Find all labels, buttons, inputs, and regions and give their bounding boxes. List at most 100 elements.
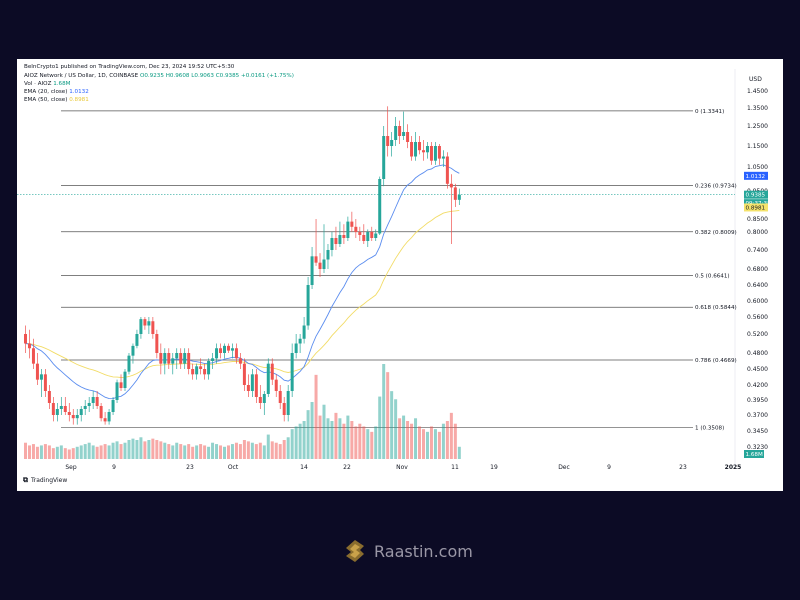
candle-body	[27, 343, 31, 349]
candle-body	[358, 232, 362, 235]
fib-level-label: 0.382 (0.8009)	[695, 230, 737, 236]
volume-bar	[374, 426, 378, 459]
volume-bar	[298, 423, 302, 459]
candle-body	[258, 397, 262, 403]
tradingview-logo[interactable]: ⧉ TradingView	[23, 476, 67, 485]
raastin-logo-icon	[346, 540, 364, 562]
candle-body	[35, 363, 39, 380]
fib-level-label: 0.618 (0.5844)	[695, 305, 737, 311]
volume-bar	[187, 444, 191, 459]
candle-body	[115, 382, 119, 400]
x-tick-label: 22	[343, 464, 351, 471]
candle-body	[326, 250, 330, 260]
volume-bar	[238, 444, 242, 459]
candle-body	[67, 412, 71, 415]
candle-body	[302, 325, 306, 339]
volume-bar	[230, 444, 234, 459]
volume-bar	[342, 423, 346, 459]
candle-body	[246, 385, 250, 391]
candle-body	[425, 146, 429, 153]
candle-body	[334, 238, 338, 244]
ema20-line	[25, 164, 460, 400]
tradingview-label: TradingView	[31, 477, 68, 484]
volume-bar	[147, 440, 151, 459]
ohlc-close: C0.9385	[215, 73, 240, 79]
x-tick-label: Dec	[558, 464, 570, 471]
volume-bar	[215, 444, 219, 459]
volume-bar	[103, 444, 107, 459]
volume-bar	[262, 445, 266, 459]
volume-bar	[441, 423, 445, 459]
candle-body	[207, 361, 211, 375]
candle-body	[119, 382, 123, 388]
candle-body	[199, 366, 203, 369]
candle-body	[47, 391, 51, 403]
volume-bar	[67, 449, 71, 459]
volume-bar	[322, 404, 326, 459]
volume-bar	[195, 445, 199, 459]
volume-bar	[59, 445, 63, 459]
candle-body	[223, 345, 226, 353]
x-tick-label: Sep	[65, 464, 77, 471]
y-tick-label: 1.1500	[747, 143, 768, 150]
ema50-value: 0.8981	[69, 97, 89, 103]
candle-body	[195, 366, 199, 375]
volume-bar	[151, 438, 155, 459]
volume-bar	[433, 429, 437, 459]
candle-body	[155, 334, 159, 353]
fib-level-label: 1 (0.3508)	[695, 425, 724, 431]
volume-bar	[223, 446, 226, 459]
candle-body	[203, 369, 207, 375]
candle-body	[338, 235, 342, 244]
ema50-line	[25, 209, 460, 378]
volume-bar	[203, 445, 207, 459]
volume-bar	[127, 440, 131, 459]
volume-bar	[346, 415, 350, 459]
candle-body	[211, 358, 215, 361]
volume-bar	[258, 442, 262, 459]
candle-body	[382, 136, 386, 179]
volume-bar	[139, 437, 143, 459]
volume-bar	[254, 444, 258, 459]
candle-body	[51, 403, 55, 415]
candle-body	[63, 406, 67, 412]
candle-body	[270, 363, 274, 380]
volume-bar	[75, 446, 79, 459]
volume-bar	[250, 442, 254, 459]
candle-body	[274, 379, 278, 391]
candle-body	[449, 183, 453, 188]
volume-bar	[163, 442, 167, 459]
volume-bar	[358, 423, 362, 459]
volume-bar	[135, 440, 139, 459]
volume-bar	[390, 391, 394, 459]
volume-bar	[334, 412, 338, 459]
y-tick-label: 0.8500	[747, 216, 768, 223]
candle-body	[254, 374, 258, 397]
candle-body	[183, 353, 187, 364]
candle-body	[290, 353, 294, 391]
volume-legend: Vol · AIOZ 1.68M	[24, 81, 70, 88]
volume-bar	[425, 431, 429, 459]
y-tick-label: 0.3950	[747, 397, 768, 404]
volume-bar	[39, 445, 43, 459]
candle-body	[111, 400, 115, 412]
x-tick-label: 2025	[725, 464, 742, 471]
y-tick-label: 0.4200	[747, 382, 768, 389]
candle-body	[171, 358, 175, 364]
volume-bar	[143, 441, 147, 459]
volume-bar	[350, 421, 354, 459]
volume-value: 1.68M	[53, 81, 71, 87]
candle-body	[79, 409, 83, 415]
volume-bar	[207, 446, 211, 459]
candle-body	[175, 353, 179, 359]
candle-body	[346, 221, 350, 238]
candle-body	[429, 146, 433, 161]
price-chart[interactable]: USD1.45001.35001.25001.15001.05000.95000…	[17, 59, 783, 491]
candle-body	[322, 259, 326, 269]
candle-body	[314, 256, 318, 263]
volume-bar	[226, 445, 230, 459]
candle-body	[238, 358, 242, 364]
y-tick-label: 0.3700	[747, 412, 768, 419]
candle-body	[91, 397, 95, 403]
volume-bar	[270, 441, 274, 459]
